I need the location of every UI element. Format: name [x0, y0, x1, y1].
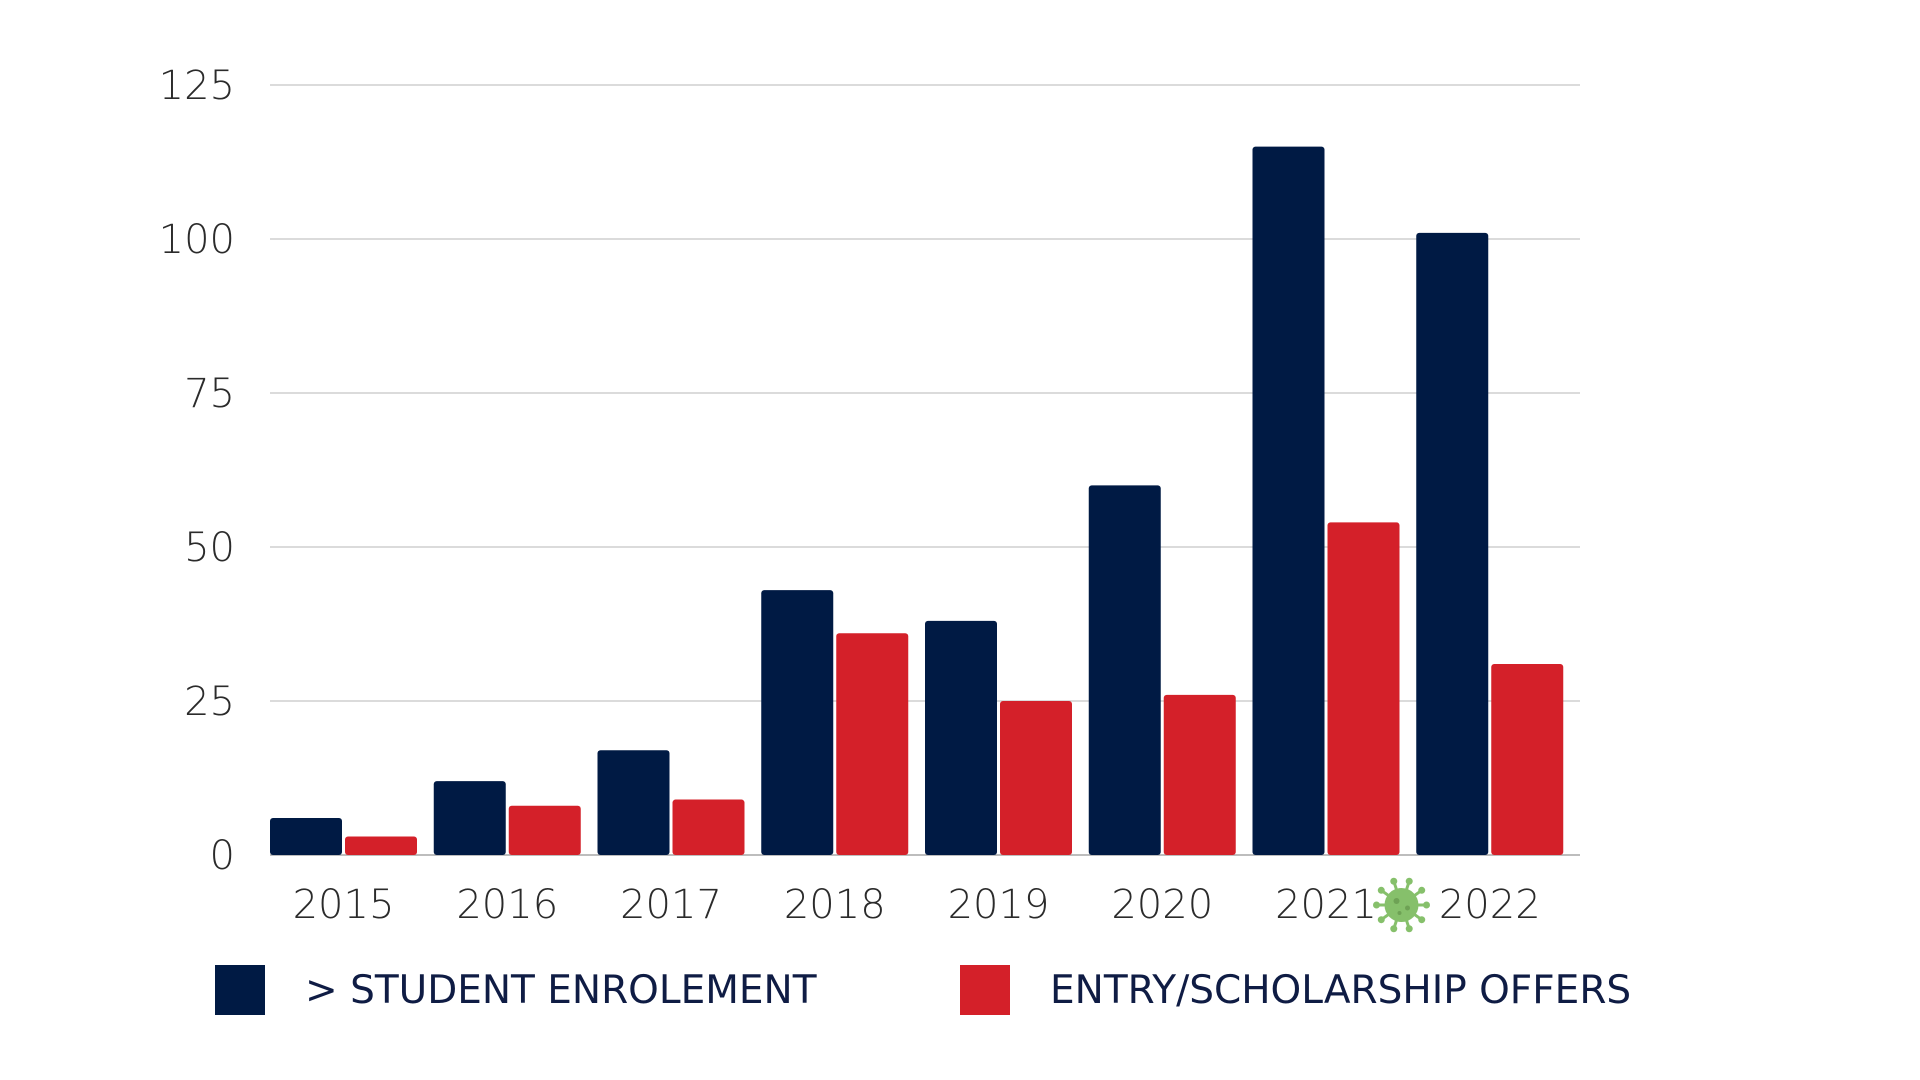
x-tick-label: 2015 — [293, 882, 395, 928]
bar-offers — [1327, 522, 1400, 855]
bar-enrolement — [1088, 485, 1161, 855]
bar-offers — [508, 805, 581, 855]
bar-enrolement — [270, 818, 342, 855]
legend-item-offers: ENTRY/SCHOLARSHIP OFFERS — [960, 960, 1631, 1020]
y-tick-label: 50 — [184, 525, 235, 571]
x-tick-label: 2022 — [1439, 882, 1541, 928]
y-tick-label: 0 — [210, 833, 235, 879]
virus-icon — [1373, 877, 1430, 933]
bar-enrolement — [1252, 146, 1325, 856]
y-tick-label: 25 — [184, 679, 235, 725]
legend-swatch-enrolement — [215, 965, 265, 1015]
annotation — [1373, 877, 1430, 933]
legend-label-enrolement: > STUDENT ENROLEMENT — [305, 967, 817, 1013]
x-tick-label: 2017 — [620, 882, 722, 928]
legend-swatch-offers — [960, 965, 1010, 1015]
y-axis: 0 25 50 75 100 125 — [159, 63, 235, 879]
bar-offers — [672, 799, 745, 855]
bar-offers — [836, 633, 909, 855]
bar-enrolement — [1416, 232, 1489, 856]
y-tick-label: 125 — [159, 63, 235, 109]
legend-label-offers: ENTRY/SCHOLARSHIP OFFERS — [1050, 967, 1632, 1013]
x-tick-label: 2019 — [948, 882, 1050, 928]
x-tick-label: 2018 — [784, 882, 886, 928]
bar-enrolement — [925, 620, 997, 855]
bar-enrolement — [597, 750, 670, 855]
x-tick-label: 2020 — [1111, 882, 1213, 928]
y-tick-label: 100 — [159, 217, 235, 263]
bar-enrolement — [761, 590, 834, 855]
x-tick-label: 2016 — [456, 882, 558, 928]
bar-offers — [1163, 694, 1236, 855]
bar-offers — [345, 836, 417, 855]
x-axis: 2015 2016 2017 2018 2019 2020 2021 2022 — [293, 882, 1541, 928]
bar-offers — [1491, 664, 1564, 855]
bar-enrolement — [433, 781, 506, 855]
x-tick-label: 2021 — [1275, 882, 1377, 928]
y-tick-label: 75 — [184, 371, 235, 417]
bars — [270, 146, 1564, 856]
bar-offers — [1000, 701, 1072, 855]
legend-item-enrolement: > STUDENT ENROLEMENT — [215, 960, 817, 1020]
